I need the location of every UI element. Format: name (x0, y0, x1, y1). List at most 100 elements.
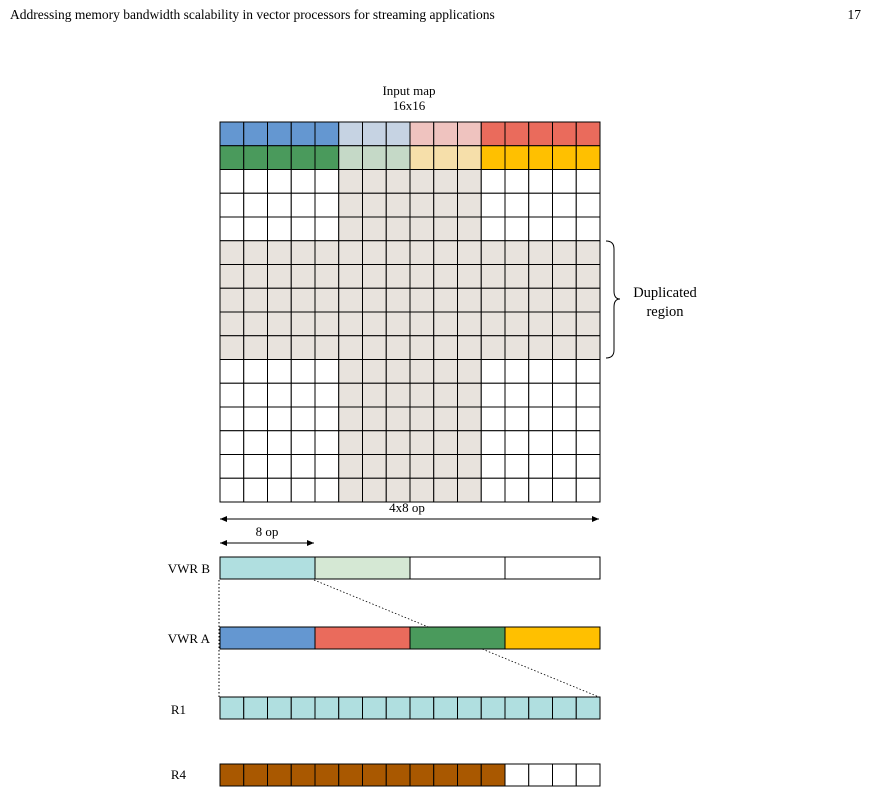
input-map-cell (504, 335, 530, 360)
input-map-cell (504, 382, 530, 408)
input-map-cell (504, 406, 530, 432)
input-map-cell (409, 454, 435, 479)
input-map-cell (362, 359, 387, 384)
input-map-cell (243, 264, 268, 289)
register-segment (314, 556, 411, 580)
input-map-cell (267, 240, 292, 265)
input-map-cell (267, 430, 292, 455)
input-map-cell (385, 216, 411, 242)
input-map-cell (504, 430, 530, 455)
input-map-cell (528, 430, 553, 455)
input-map-cell (480, 145, 506, 170)
input-map-cell (219, 430, 245, 455)
register-cell (552, 763, 577, 787)
input-map-cell (385, 121, 411, 147)
input-map-cell (385, 359, 411, 384)
input-map-cell (314, 406, 340, 432)
input-map-cell (504, 240, 530, 265)
input-map-cell (457, 192, 482, 218)
input-map-cell (385, 287, 411, 313)
input-map-cell (338, 287, 363, 313)
input-map-cell (385, 335, 411, 360)
input-map-cell (457, 216, 482, 242)
input-map-cell (528, 335, 553, 360)
input-map-cell (409, 121, 435, 147)
duplicated-region-brace (605, 240, 621, 359)
page-number: 17 (847, 7, 862, 22)
input-map-cell (528, 287, 553, 313)
input-map-cell (552, 311, 577, 337)
input-map-cell (528, 264, 553, 289)
register-cell (457, 763, 482, 787)
input-map-cell (433, 454, 458, 479)
input-map-cell (528, 454, 553, 479)
input-map-cell (385, 477, 411, 503)
input-map-cell (267, 145, 292, 170)
input-map-cell (409, 287, 435, 313)
input-map-cell (243, 454, 268, 479)
running-title: Addressing memory bandwidth scalability … (10, 7, 495, 22)
input-map-cell (457, 335, 482, 360)
input-map-cell (267, 311, 292, 337)
input-map-cell (290, 311, 316, 337)
register-cell (575, 696, 601, 720)
input-map-cell (433, 169, 458, 194)
input-map-size: 16x16 (393, 98, 426, 113)
input-map-cell (338, 406, 363, 432)
input-map-cell (457, 406, 482, 432)
input-map-cell (243, 477, 268, 503)
input-map-cell (362, 454, 387, 479)
duplicated-region-label-line1: Duplicated (633, 285, 697, 301)
input-map-cell (219, 240, 245, 265)
input-map-cell (575, 264, 601, 289)
input-map-cell (504, 264, 530, 289)
input-map-cell (504, 192, 530, 218)
input-map-cell (243, 335, 268, 360)
input-map-cell (528, 406, 553, 432)
input-map-cell (575, 382, 601, 408)
register-segment (219, 556, 316, 580)
register-cell (219, 763, 245, 787)
input-map-cell (290, 240, 316, 265)
input-map-cell (290, 406, 316, 432)
input-map-cell (243, 192, 268, 218)
input-map-cell (528, 477, 553, 503)
r1-register (219, 696, 601, 720)
input-map-cell (409, 311, 435, 337)
input-map-cell (433, 145, 458, 170)
register-cell (409, 763, 435, 787)
input-map-cell (314, 216, 340, 242)
input-map-cell (575, 477, 601, 503)
input-map-cell (267, 406, 292, 432)
register-cell (433, 696, 458, 720)
dimension-label-4x8-op: 4x8 op (389, 500, 425, 515)
input-map-cell (385, 454, 411, 479)
input-map-cell (267, 192, 292, 218)
input-map-cell (480, 382, 506, 408)
input-map-cell (338, 454, 363, 479)
input-map-cell (338, 121, 363, 147)
input-map-cell (314, 264, 340, 289)
input-map-cell (338, 359, 363, 384)
input-map-cell (575, 240, 601, 265)
input-map-cell (457, 264, 482, 289)
input-map-cell (338, 240, 363, 265)
input-map-cell (409, 240, 435, 265)
input-map-cell (338, 477, 363, 503)
register-cell (528, 763, 553, 787)
input-map-cell (267, 359, 292, 384)
input-map-cell (219, 145, 245, 170)
input-map-cell (362, 192, 387, 218)
input-map-cell (290, 145, 316, 170)
input-map-cell (243, 287, 268, 313)
input-map-cell (480, 264, 506, 289)
input-map-cell (362, 406, 387, 432)
register-cell (504, 696, 530, 720)
input-map-cell (362, 145, 387, 170)
input-map-cell (362, 240, 387, 265)
register-cell (552, 696, 577, 720)
input-map-cell (433, 287, 458, 313)
vwr-b-label: VWR B (168, 561, 211, 576)
input-map-cell (552, 477, 577, 503)
input-map-cell (457, 477, 482, 503)
